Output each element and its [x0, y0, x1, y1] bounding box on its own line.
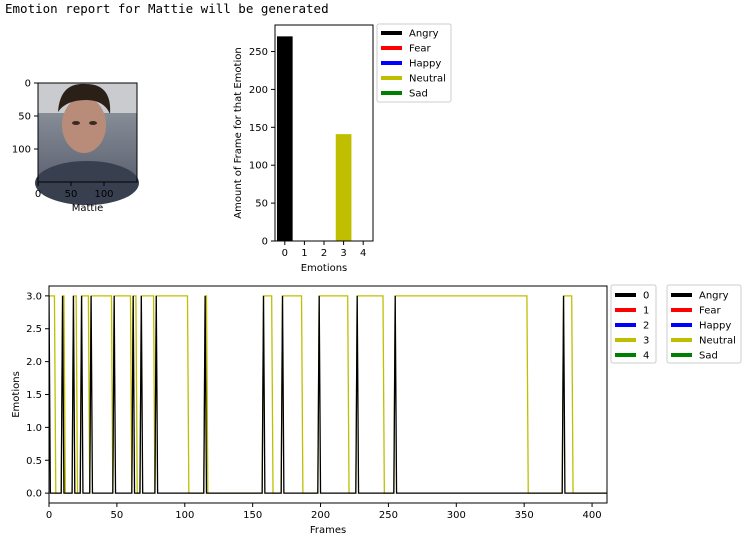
line-y-tick-label: 3.0 [26, 291, 42, 302]
bar-y-tick-label: 100 [249, 161, 268, 172]
line-y-tick-label: 1.0 [26, 423, 42, 434]
bar-legend-box [376, 23, 452, 103]
series-neutral-line [49, 295, 607, 494]
bar-x-tick-label: 2 [321, 248, 327, 259]
image-x-tick-label: 100 [94, 189, 113, 200]
line-x-tick-label: 100 [175, 510, 194, 521]
line-x-tick-label: 250 [379, 510, 398, 521]
legend-label-sad: Sad [409, 89, 428, 100]
bar-y-tick-label: 250 [249, 47, 268, 58]
legend-label-neutral: Neutral [409, 74, 446, 85]
legend-label-name-fear: Fear [699, 306, 721, 317]
photo-hair [58, 83, 111, 114]
image-panel: 0 50 100 0 50 100 Mattie [12, 79, 139, 214]
line-x-tick-label: 150 [243, 510, 262, 521]
legend-label-series-3: 3 [643, 336, 649, 347]
bar-x-tick-label: 4 [360, 248, 366, 259]
line-ylabel: Emotions [11, 371, 22, 418]
image-y-tick-label: 100 [12, 145, 31, 156]
photo-eye-left [72, 121, 80, 125]
bar-y-tick-label: 200 [249, 85, 268, 96]
legend-label-name-happy: Happy [699, 321, 731, 332]
legend-label-series-4: 4 [643, 351, 649, 362]
line-x-tick-label: 50 [111, 510, 124, 521]
bar-3 [335, 134, 352, 241]
photo-face [62, 97, 106, 153]
image-axes-frame [37, 82, 138, 183]
legend-label-series-1: 1 [643, 306, 649, 317]
image-y-tick-label: 0 [25, 79, 31, 90]
bar-x-tick-label: 1 [301, 248, 307, 259]
bar-x-tick-label: 3 [340, 248, 346, 259]
bar-y-tick-label: 0 [262, 237, 268, 248]
legend-label-name-sad: Sad [699, 351, 718, 362]
bar-0 [276, 36, 293, 241]
image-x-tick-label: 50 [65, 189, 78, 200]
image-xlabel: Mattie [72, 203, 104, 214]
line-chart: 0 50 100 150 200 250 300 350 400 0.0 0.5 1.0 1.5 2.0 2… [11, 284, 742, 536]
line-legend-names-box [666, 284, 742, 364]
bar-y-tick-label: 150 [249, 123, 268, 134]
bar-x-tick-label: 0 [282, 248, 288, 259]
line-x-tick-label: 300 [447, 510, 466, 521]
line-x-tick-label: 400 [583, 510, 602, 521]
line-y-tick-label: 0.0 [26, 489, 42, 500]
line-x-tick-label: 200 [311, 510, 330, 521]
photo-eye-right [89, 121, 97, 125]
report-header: Emotion report for Mattie will be genera… [5, 1, 329, 16]
legend-label-name-neutral: Neutral [699, 336, 736, 347]
legend-label-angry: Angry [409, 29, 439, 40]
legend-label-series-2: 2 [643, 321, 649, 332]
image-x-tick-label: 0 [35, 189, 41, 200]
bar-xlabel: Emotions [301, 263, 348, 274]
image-y-tick-label: 50 [18, 112, 31, 123]
line-y-tick-label: 2.5 [26, 324, 42, 335]
photo-shirt [35, 161, 139, 205]
bar-ylabel: Amount of Frame for that Emotion [233, 47, 244, 218]
series-angry-line [49, 295, 607, 494]
legend-label-happy: Happy [409, 59, 441, 70]
bar-y-tick-label: 50 [255, 199, 268, 210]
legend-label-name-angry: Angry [699, 291, 729, 302]
line-x-tick-label: 350 [515, 510, 534, 521]
line-x-tick-label: 0 [46, 510, 52, 521]
line-y-tick-label: 1.5 [26, 390, 42, 401]
bar-chart: 0 1 2 3 4 0 50 100 150 200 250 Emotions Amount of Fr… [233, 23, 452, 274]
legend-label-fear: Fear [409, 44, 431, 55]
line-xlabel: Frames [310, 525, 346, 536]
line-y-tick-label: 2.0 [26, 357, 42, 368]
line-y-tick-label: 0.5 [26, 456, 42, 467]
legend-label-series-0: 0 [643, 291, 649, 302]
